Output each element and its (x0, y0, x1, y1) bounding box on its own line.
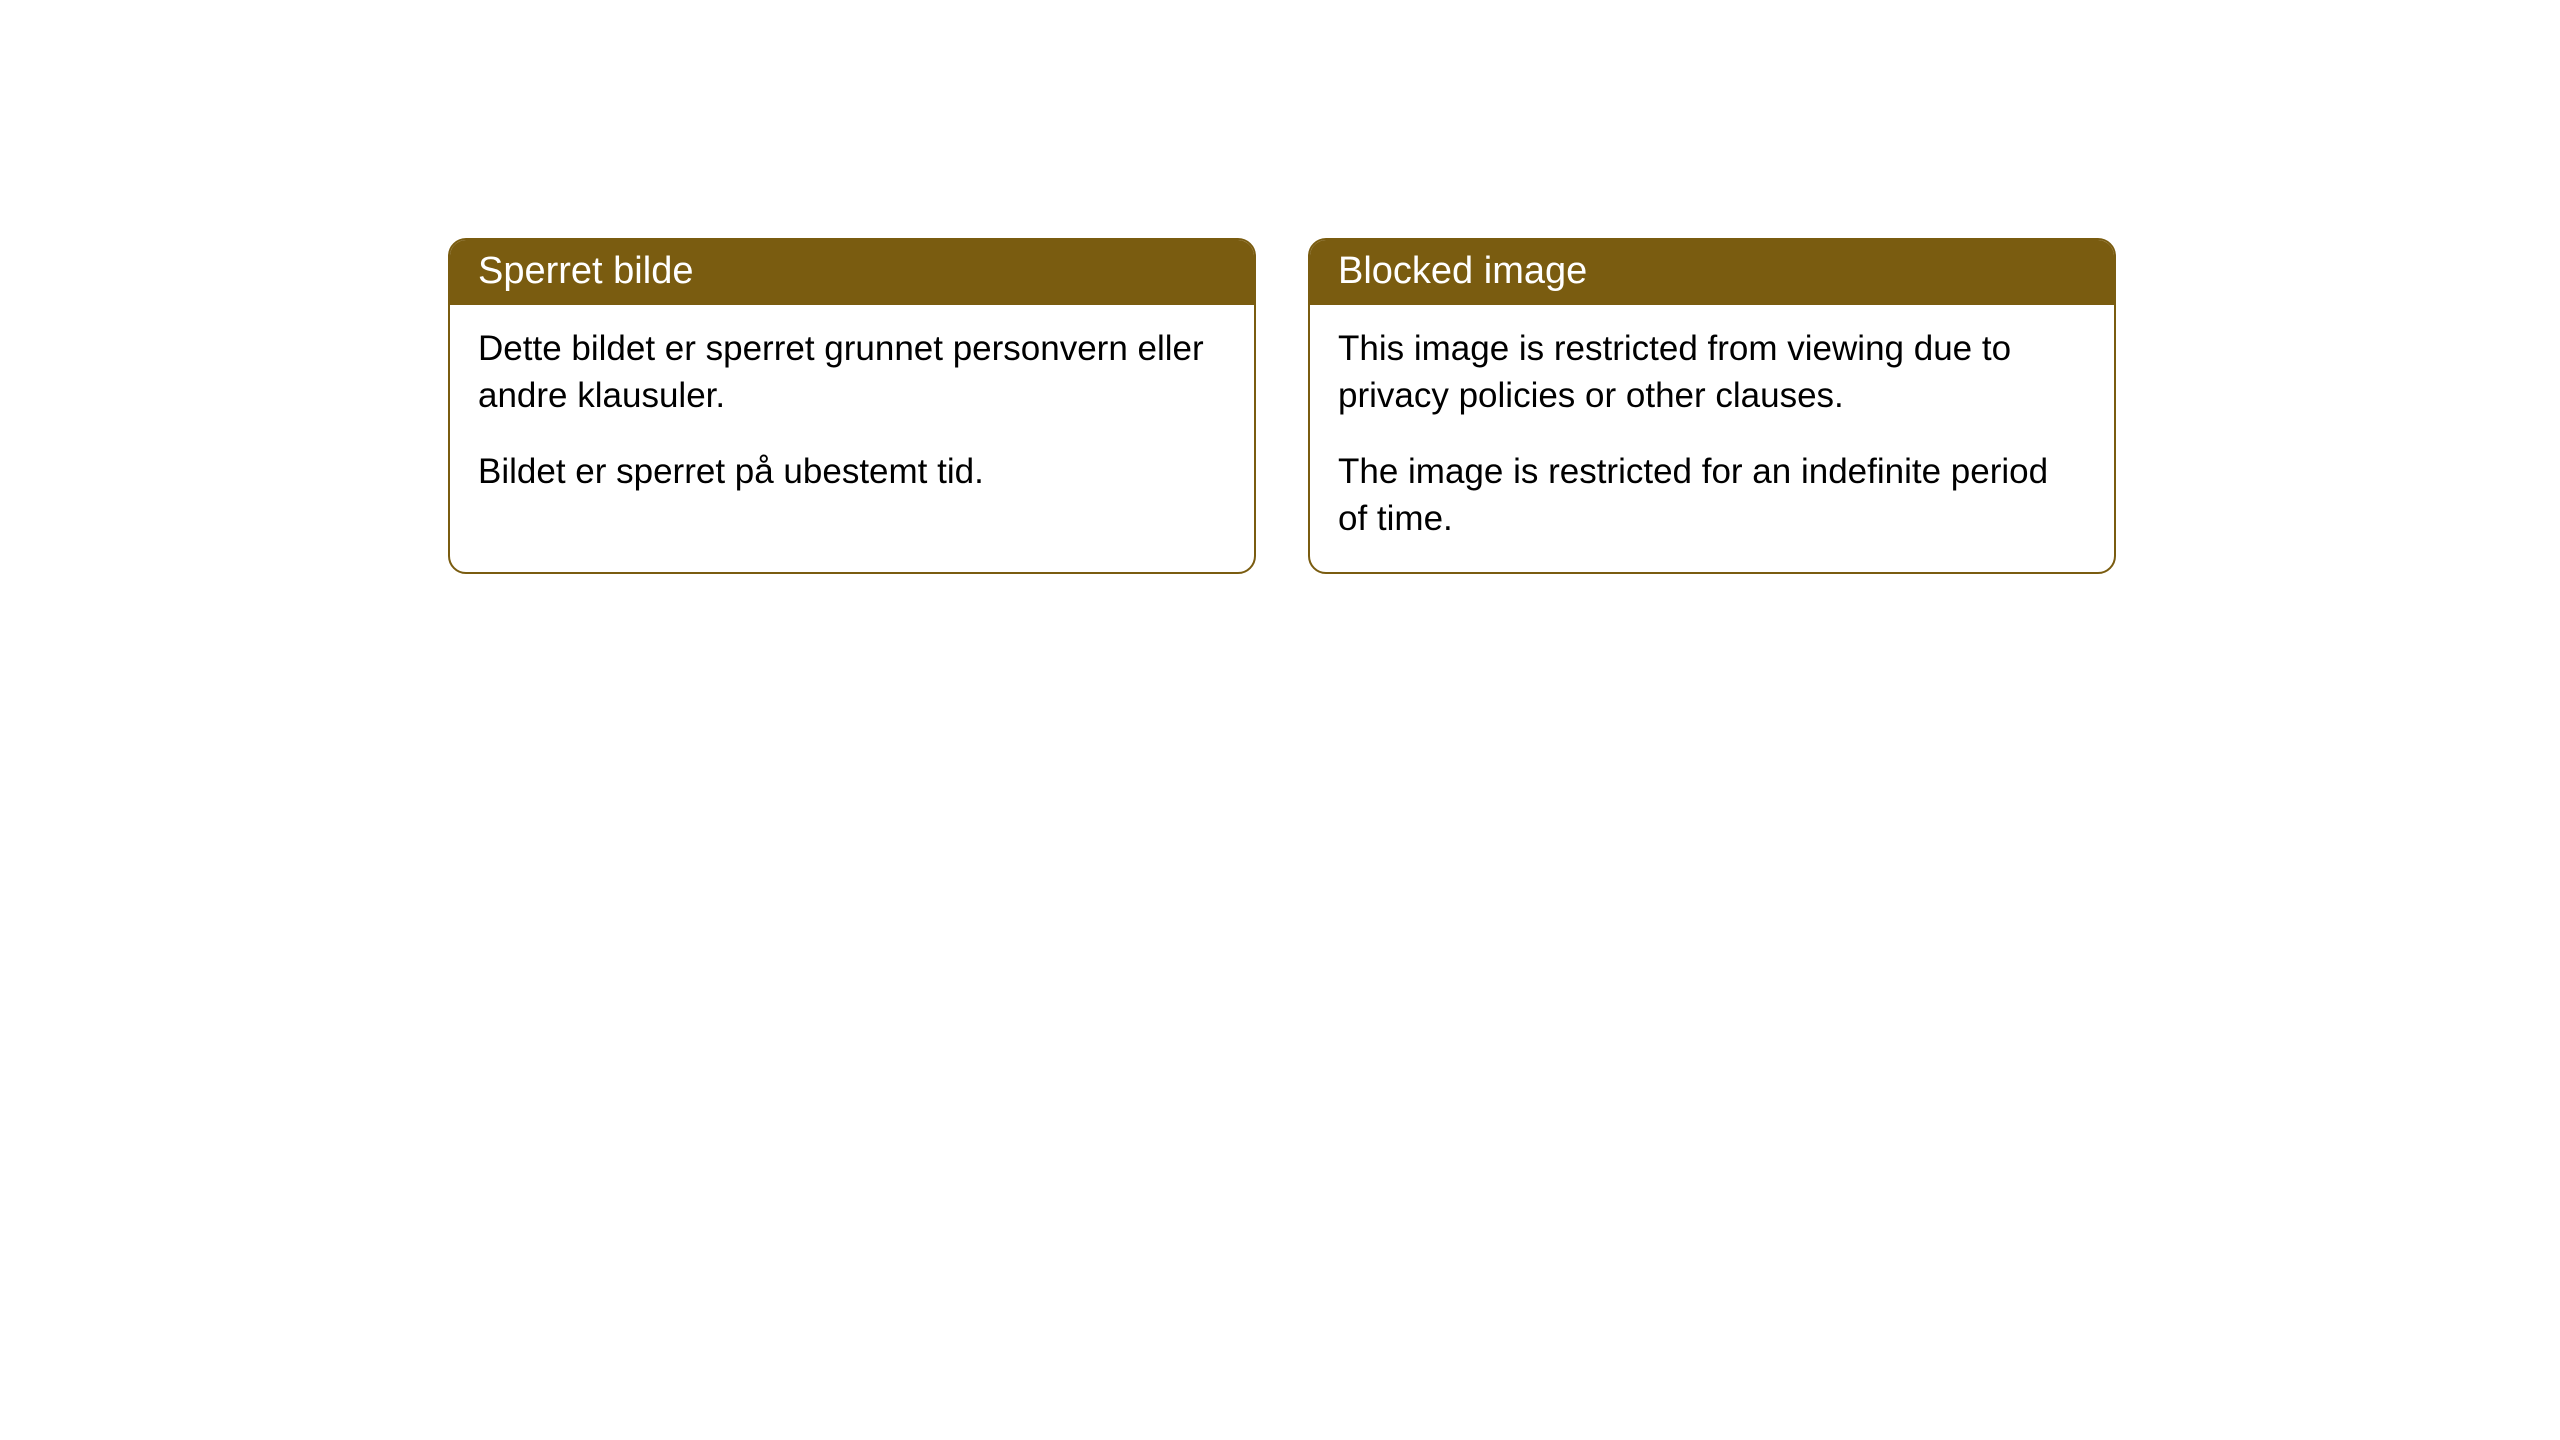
card-paragraph: Bildet er sperret på ubestemt tid. (478, 448, 1226, 495)
notice-card-english: Blocked image This image is restricted f… (1308, 238, 2116, 574)
card-paragraph: Dette bildet er sperret grunnet personve… (478, 325, 1226, 420)
card-header: Sperret bilde (450, 240, 1254, 305)
notice-cards-container: Sperret bilde Dette bildet er sperret gr… (448, 238, 2116, 574)
card-title: Blocked image (1338, 250, 1587, 292)
card-paragraph: This image is restricted from viewing du… (1338, 325, 2086, 420)
card-paragraph: The image is restricted for an indefinit… (1338, 448, 2086, 543)
card-body: This image is restricted from viewing du… (1310, 305, 2114, 572)
card-body: Dette bildet er sperret grunnet personve… (450, 305, 1254, 525)
card-title: Sperret bilde (478, 250, 693, 292)
notice-card-norwegian: Sperret bilde Dette bildet er sperret gr… (448, 238, 1256, 574)
card-header: Blocked image (1310, 240, 2114, 305)
